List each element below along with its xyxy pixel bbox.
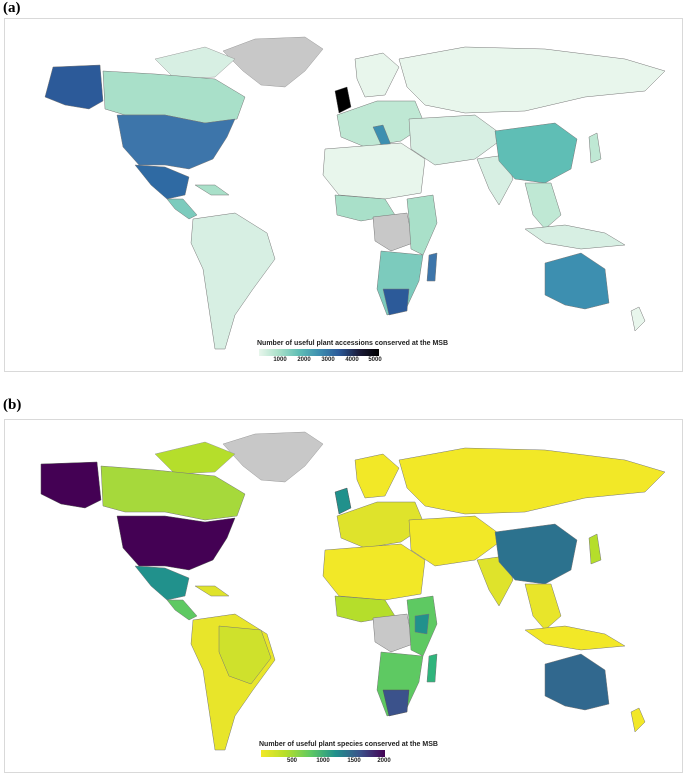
legend-b-title: Number of useful plant species conserved… xyxy=(259,741,438,748)
canada xyxy=(100,465,246,521)
east-africa xyxy=(406,194,438,256)
scandinavia xyxy=(354,52,400,98)
legend-b-tick-1000: 1000 xyxy=(316,758,330,764)
russia xyxy=(398,447,666,515)
arctic-islands xyxy=(154,441,236,475)
legend-a-title: Number of useful plant accessions conser… xyxy=(257,340,448,347)
legend-b-tick-1500: 1500 xyxy=(347,758,361,764)
legend-a-ticks: 1000 2000 3000 4000 5000 xyxy=(257,356,457,365)
japan xyxy=(588,533,602,565)
russia xyxy=(398,46,666,114)
panel-a-label: (a) xyxy=(3,0,21,16)
south-africa xyxy=(382,288,410,316)
legend-a-colorbar xyxy=(259,349,379,356)
brazil xyxy=(218,625,272,685)
mexico xyxy=(134,565,190,601)
legend-b-tick-500: 500 xyxy=(286,758,298,764)
africa-central xyxy=(372,613,414,653)
scandinavia xyxy=(354,453,400,499)
indonesia xyxy=(524,224,626,250)
legend-a-tick-5000: 5000 xyxy=(368,357,382,363)
central-asia xyxy=(408,515,506,567)
map-b: Number of useful plant species conserved… xyxy=(4,419,683,773)
legend-b-colorbar xyxy=(261,750,385,757)
new-zealand xyxy=(630,306,646,332)
usa xyxy=(116,114,236,170)
greenland xyxy=(222,431,324,483)
se-asia xyxy=(524,583,562,631)
china xyxy=(494,122,578,184)
kenya xyxy=(414,613,430,635)
legend-b: Number of useful plant species conserved… xyxy=(259,741,459,766)
legend-a: Number of useful plant accessions conser… xyxy=(257,340,457,365)
panel-b-label: (b) xyxy=(3,397,22,413)
legend-a-tick-3000: 3000 xyxy=(321,357,335,363)
caribbean xyxy=(194,184,230,196)
south-africa xyxy=(382,689,410,717)
china xyxy=(494,523,578,585)
legend-a-tick-2000: 2000 xyxy=(297,357,311,363)
legend-b-tick-2000: 2000 xyxy=(377,758,391,764)
central-america xyxy=(166,599,198,621)
legend-a-tick-1000: 1000 xyxy=(273,357,287,363)
se-asia xyxy=(524,182,562,230)
japan xyxy=(588,132,602,164)
mexico xyxy=(134,164,190,200)
legend-a-tick-4000: 4000 xyxy=(345,357,359,363)
africa-north xyxy=(322,543,426,601)
map-a-svg xyxy=(44,36,666,350)
usa xyxy=(116,515,236,571)
central-asia xyxy=(408,114,506,166)
map-b-svg xyxy=(40,431,666,751)
madagascar xyxy=(426,653,438,683)
uk xyxy=(334,487,352,515)
central-america xyxy=(166,198,198,220)
africa-north xyxy=(322,142,426,200)
south-america xyxy=(190,212,276,350)
arctic-islands xyxy=(154,46,236,80)
alaska xyxy=(40,461,102,509)
map-a: Number of useful plant accessions conser… xyxy=(4,18,683,372)
new-zealand xyxy=(630,707,646,733)
australia xyxy=(544,653,610,711)
australia xyxy=(544,252,610,310)
legend-b-ticks: 500 1000 1500 2000 xyxy=(259,757,459,766)
africa-central xyxy=(372,212,414,252)
caribbean xyxy=(194,585,230,597)
uk xyxy=(334,86,352,114)
greenland xyxy=(222,36,324,88)
alaska xyxy=(44,64,104,110)
indonesia xyxy=(524,625,626,651)
madagascar xyxy=(426,252,438,282)
